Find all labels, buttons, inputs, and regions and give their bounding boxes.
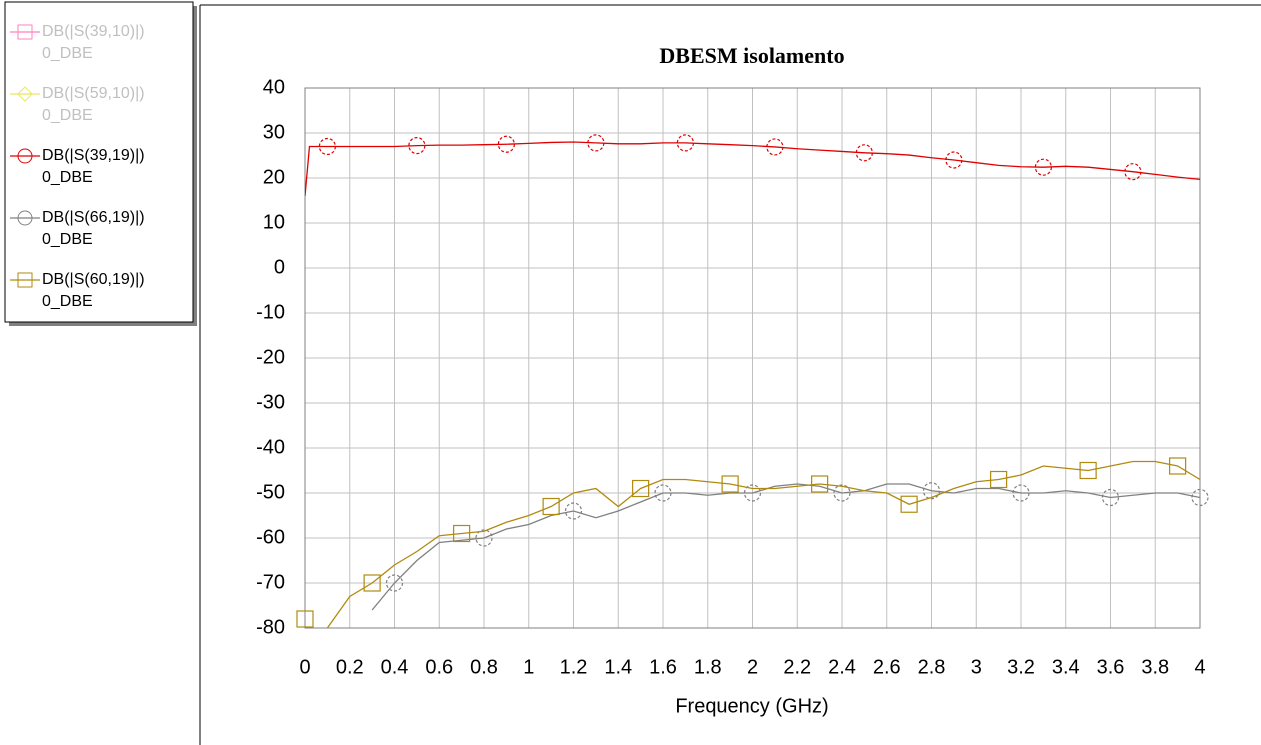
- y-tick-label: -40: [256, 436, 285, 458]
- series-line: [371, 483, 1200, 611]
- marker: [855, 144, 873, 162]
- legend-marker: [17, 148, 33, 164]
- marker: [990, 470, 1008, 489]
- marker: [632, 479, 650, 498]
- legend-marker: [17, 86, 33, 102]
- x-tick-label: 2: [747, 656, 758, 678]
- legend-source: 0_DBE: [42, 293, 93, 310]
- x-tick-label: 3: [971, 656, 982, 678]
- x-tick-label: 1: [523, 656, 534, 678]
- y-tick-label: -10: [256, 301, 285, 323]
- y-tick-label: 10: [263, 211, 285, 233]
- marker: [542, 497, 560, 516]
- y-tick-label: -20: [256, 346, 285, 368]
- x-tick-label: 2.4: [828, 656, 856, 678]
- marker: [766, 138, 784, 156]
- marker: [408, 137, 426, 155]
- marker: [654, 484, 672, 502]
- marker: [811, 475, 829, 493]
- y-tick-label: -30: [256, 391, 285, 413]
- y-tick-label: 0: [274, 256, 285, 278]
- y-tick-label: 30: [263, 121, 285, 143]
- marker: [453, 524, 471, 543]
- marker: [1191, 488, 1209, 507]
- marker: [1034, 158, 1052, 176]
- x-tick-label: 1.6: [649, 656, 677, 678]
- y-tick-label: -60: [256, 526, 285, 548]
- marker: [296, 610, 314, 628]
- x-tick-label: 2.8: [918, 656, 946, 678]
- legend-source: 0_DBE: [42, 169, 93, 186]
- x-tick-label: 3.4: [1052, 656, 1080, 678]
- legend-marker: [17, 272, 33, 288]
- y-tick-label: -70: [256, 571, 285, 593]
- marker: [945, 151, 963, 169]
- x-tick-label: 1.2: [560, 656, 588, 678]
- x-tick-label: 0.8: [470, 656, 498, 678]
- marker: [587, 134, 605, 152]
- x-axis-label: Frequency (GHz): [675, 695, 828, 717]
- x-tick-label: 4: [1194, 656, 1205, 678]
- x-tick-label: 3.2: [1007, 656, 1035, 678]
- legend-label: DB(|S(60,19)|): [42, 271, 145, 288]
- marker: [1079, 461, 1097, 480]
- marker: [385, 574, 404, 592]
- marker: [564, 502, 583, 520]
- x-tick-label: 0.6: [425, 656, 453, 678]
- legend-box: [4, 1, 194, 323]
- x-tick-label: 1.4: [604, 656, 632, 678]
- legend-label: DB(|S(59,10)|): [42, 85, 145, 102]
- legend-label: DB(|S(66,19)|): [42, 209, 145, 226]
- legend-marker: [17, 24, 33, 40]
- series-line: [305, 141, 1200, 197]
- marker: [363, 574, 381, 592]
- y-tick-label: -80: [256, 616, 285, 638]
- legend-source: 0_DBE: [42, 107, 93, 124]
- legend-label: DB(|S(39,10)|): [42, 23, 145, 40]
- x-tick-label: 3.6: [1097, 656, 1125, 678]
- marker: [721, 475, 739, 493]
- legend-source: 0_DBE: [42, 231, 93, 248]
- plot-frame: [304, 87, 1201, 629]
- chart-title: DBESM isolamento: [659, 43, 844, 68]
- marker: [1169, 457, 1187, 475]
- marker: [1124, 163, 1142, 181]
- series-line: [326, 460, 1200, 628]
- marker: [676, 134, 694, 152]
- x-tick-label: 1.8: [694, 656, 722, 678]
- marker: [743, 484, 762, 502]
- x-tick-label: 2.2: [783, 656, 811, 678]
- marker: [922, 482, 941, 500]
- legend-source: 0_DBE: [42, 45, 93, 62]
- marker: [900, 495, 918, 513]
- x-tick-label: 2.6: [873, 656, 901, 678]
- x-tick-label: 0: [299, 656, 310, 678]
- marker: [833, 484, 851, 502]
- y-tick-label: 20: [263, 166, 285, 188]
- marker: [1012, 484, 1030, 502]
- marker: [475, 529, 493, 547]
- x-tick-label: 0.2: [336, 656, 364, 678]
- marker: [318, 137, 336, 156]
- marker: [1101, 488, 1120, 507]
- x-tick-label: 3.8: [1141, 656, 1169, 678]
- legend-label: DB(|S(39,19)|): [42, 147, 145, 164]
- x-tick-label: 0.4: [381, 656, 409, 678]
- marker: [497, 135, 515, 153]
- y-tick-label: 40: [263, 76, 285, 98]
- legend-marker: [17, 210, 33, 226]
- y-tick-label: -50: [256, 481, 285, 503]
